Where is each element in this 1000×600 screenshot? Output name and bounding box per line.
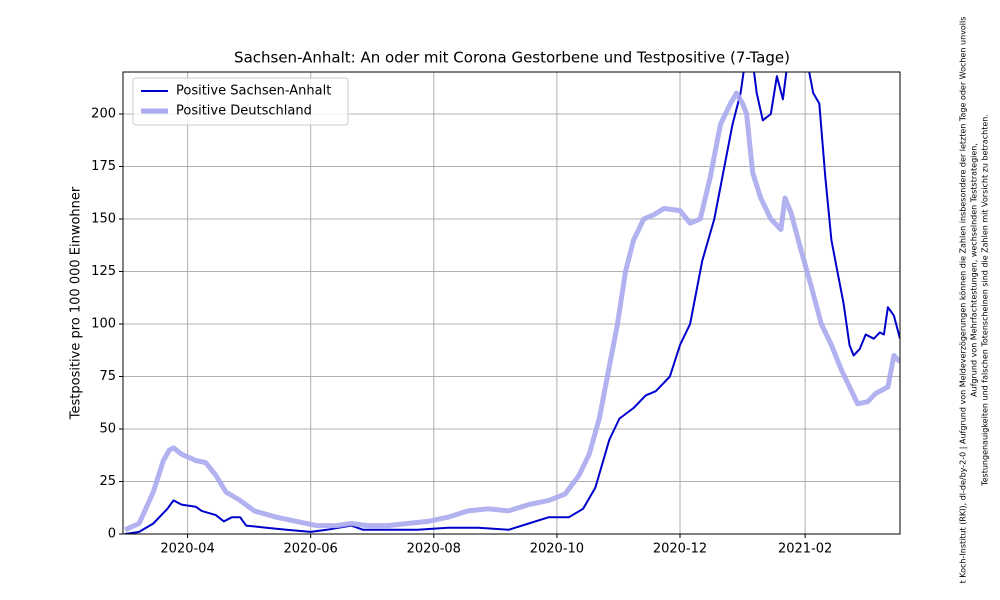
y-axis-label: Testpositive pro 100 000 Einwohner bbox=[69, 186, 84, 420]
y-tick-label: 150 bbox=[91, 212, 116, 227]
y-tick-label: 50 bbox=[99, 422, 116, 437]
legend-box bbox=[132, 77, 349, 126]
x-tick-label: 2020-10 bbox=[530, 542, 584, 557]
chart-title: Sachsen-Anhalt: An oder mit Corona Gesto… bbox=[234, 49, 790, 67]
y-tick-label: 200 bbox=[91, 107, 116, 122]
note: t Koch-Institut (RKI), dl-de/by-2-0 | Au… bbox=[959, 17, 968, 584]
x-tick-label: 2020-06 bbox=[284, 542, 338, 557]
y-tick-label: 100 bbox=[91, 317, 116, 332]
x-tick-label: 2020-12 bbox=[653, 542, 707, 557]
y-tick-label: 25 bbox=[99, 474, 116, 489]
legend-label: Positive Deutschland bbox=[176, 104, 312, 119]
y-tick-label: 0 bbox=[108, 527, 116, 542]
plot-frame bbox=[122, 71, 901, 535]
y-tick-label: 175 bbox=[91, 159, 116, 174]
x-tick-label: 2021-02 bbox=[778, 542, 832, 557]
data-line bbox=[123, 90, 900, 533]
legend-label: Positive Sachsen-Anhalt bbox=[176, 84, 331, 99]
x-tick-label: 2020-08 bbox=[407, 542, 461, 557]
y-tick-label: 125 bbox=[91, 264, 116, 279]
note: Aufgrund von Mehrfachtestungen, wechseln… bbox=[970, 143, 979, 397]
y-tick-label: 75 bbox=[99, 369, 116, 384]
data-line bbox=[124, 72, 900, 534]
note: Testungenauigkeiten und falschen Totensc… bbox=[981, 114, 990, 487]
x-tick-label: 2020-04 bbox=[160, 542, 214, 557]
